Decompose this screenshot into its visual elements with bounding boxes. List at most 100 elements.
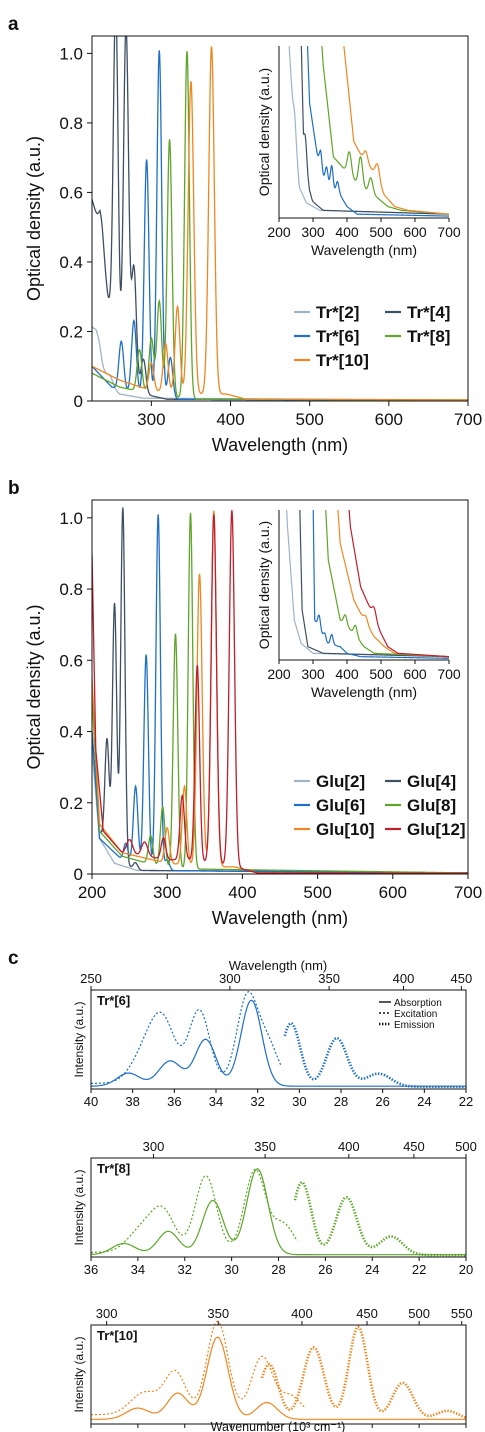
x-tick-label: 32 <box>131 1429 145 1432</box>
x-tick-label: 500 <box>303 883 331 902</box>
inset-x-axis-label: Wavelength (nm) <box>311 242 417 258</box>
plot-frame <box>91 499 469 875</box>
x-tick-label: 32 <box>178 1262 192 1277</box>
inset-series-line-10 <box>337 510 449 658</box>
inset-x-tick-label: 700 <box>437 666 461 682</box>
legend-label: Tr*[4] <box>407 303 450 322</box>
inset-series-line-12 <box>348 510 449 658</box>
emission-line-8 <box>293 1180 466 1257</box>
legend-label: Glu[2] <box>316 772 365 791</box>
series-line-10 <box>92 46 468 401</box>
inset-axes <box>278 46 449 219</box>
top-tick-label: 300 <box>96 1306 118 1321</box>
inset-x-tick-label: 300 <box>301 666 325 682</box>
y-tick-label: 0 <box>74 865 83 884</box>
x-tick-label: 38 <box>125 1094 139 1109</box>
top-tick-label: 550 <box>451 1306 473 1321</box>
top-axis-label: Wavelength (nm) <box>229 958 328 973</box>
panel-a: 300 400 500 600 700 0 0.2 0.4 0.6 0.8 1.0 Wavelengt… <box>24 35 482 455</box>
series-line-8 <box>92 512 468 874</box>
top-tick-label: 450 <box>356 1306 378 1321</box>
x-tick-label: 34 <box>84 1429 98 1432</box>
x-tick-label: 24 <box>318 1429 332 1432</box>
top-tick-label: 500 <box>408 1306 430 1321</box>
inset-y-axis-label: Optical density (a.u.) <box>256 521 272 649</box>
x-axis-label: Wavelength (nm) <box>212 435 348 455</box>
y-tick-label: 0.4 <box>59 253 83 272</box>
x-tick-label: 28 <box>334 1094 348 1109</box>
top-tick-label: 350 <box>207 1306 229 1321</box>
inset-x-tick-label: 600 <box>403 666 427 682</box>
x-tick-label: 30 <box>224 1262 238 1277</box>
x-tick-label: 200 <box>78 883 106 902</box>
x-tick-label: 20 <box>412 1429 426 1432</box>
y-tick-label: 0.6 <box>59 651 83 670</box>
x-tick-label: 36 <box>167 1094 181 1109</box>
inset-x-tick-label: 300 <box>301 224 325 240</box>
top-tick-label: 300 <box>143 1139 165 1154</box>
series-line-12 <box>92 510 468 874</box>
x-tick-label: 28 <box>271 1262 285 1277</box>
panel-b: 200 300 400 500 600 700 0 0.2 0.4 0.6 0.8 1.0 Wavele… <box>24 499 482 928</box>
panel-letter-a: a <box>8 14 19 35</box>
legend-label: Glu[6] <box>316 796 365 815</box>
legend-label: Glu[8] <box>407 796 456 815</box>
inset-x-tick-label: 700 <box>437 224 461 240</box>
inset-x-tick-label: 200 <box>267 224 291 240</box>
y-tick-label: 0.2 <box>59 322 83 341</box>
y-axis-label: Intensity (a.u.) <box>72 1336 86 1412</box>
x-tick-label: 32 <box>250 1094 264 1109</box>
legend-label: Emission <box>394 1020 435 1031</box>
x-axis-label: Wavenumber (10³ cm⁻¹) <box>211 1420 346 1432</box>
plot-frame <box>90 989 467 1090</box>
x-tick-label: 400 <box>228 883 256 902</box>
x-tick-label: 26 <box>375 1094 389 1109</box>
legend-label: Tr*[6] <box>316 327 359 346</box>
x-tick-label: 24 <box>417 1094 431 1109</box>
x-tick-label: 36 <box>84 1262 98 1277</box>
y-tick-label: 0 <box>74 392 83 411</box>
x-tick-label: 26 <box>271 1429 285 1432</box>
x-tick-label: 500 <box>295 410 323 429</box>
inset-series-line-2 <box>286 510 449 658</box>
x-axis-label: Wavelength (nm) <box>212 908 348 928</box>
panel-series-name: Tr*[10] <box>97 1328 137 1343</box>
panel-letter-b: b <box>8 478 20 499</box>
y-axis-label: Optical density (a.u.) <box>24 604 44 769</box>
top-tick-label: 350 <box>318 971 340 986</box>
legend-label: Glu[12] <box>407 820 466 839</box>
x-tick-label: 600 <box>379 883 407 902</box>
y-tick-label: 0.8 <box>59 114 83 133</box>
legend-label: Excitation <box>394 1009 437 1020</box>
panel-c: 40 38 36 34 32 30 28 26 24 22 250 300 350 400 450 Tr*[6… <box>72 958 477 1432</box>
x-tick-label: 700 <box>454 883 482 902</box>
legend-label: Tr*[8] <box>407 327 450 346</box>
x-tick-label: 40 <box>84 1094 98 1109</box>
absorption-line-8 <box>90 1168 466 1256</box>
emission-line-10 <box>260 1325 467 1419</box>
inset-series-line-4 <box>300 46 449 215</box>
top-tick-label: 400 <box>338 1139 360 1154</box>
inset-x-tick-label: 500 <box>369 224 393 240</box>
y-tick-label: 1.0 <box>59 509 83 528</box>
top-tick-label: 450 <box>403 1139 425 1154</box>
y-tick-label: 0.8 <box>59 580 83 599</box>
legend-label: Tr*[10] <box>316 351 369 370</box>
x-tick-label: 20 <box>459 1262 473 1277</box>
x-tick-label: 22 <box>459 1094 473 1109</box>
inset-x-tick-label: 400 <box>335 224 359 240</box>
x-tick-label: 300 <box>153 883 181 902</box>
y-axis-label: Optical density (a.u.) <box>24 136 44 301</box>
absorption-line-10 <box>90 1336 466 1420</box>
y-tick-label: 0.2 <box>59 794 83 813</box>
x-tick-label: 700 <box>454 410 482 429</box>
top-tick-label: 250 <box>80 971 102 986</box>
panel-letter-c: c <box>8 948 19 969</box>
top-tick-label: 300 <box>219 971 241 986</box>
y-axis-label: Intensity (a.u.) <box>72 1001 86 1077</box>
x-tick-label: 34 <box>209 1094 223 1109</box>
inset-series-line-6 <box>312 510 449 659</box>
inset-x-tick-label: 600 <box>403 224 427 240</box>
absorption-line-6 <box>90 999 466 1087</box>
